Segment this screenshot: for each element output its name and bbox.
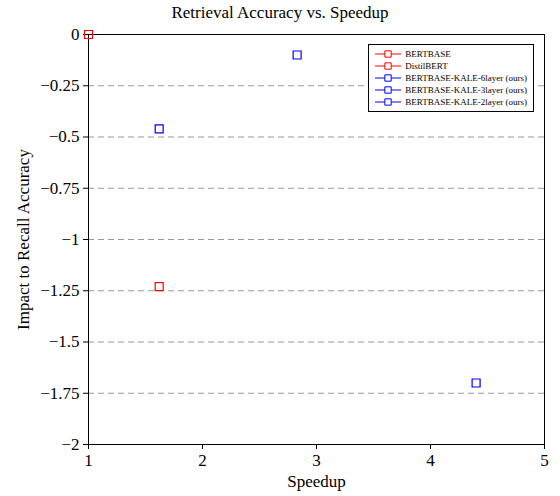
- svg-text:−1: −1: [61, 230, 79, 249]
- svg-text:3: 3: [312, 451, 321, 470]
- html-text:BERTBASE-KALE-3layer (ours): BERTBASE-KALE-3layer (ours): [405, 85, 527, 95]
- svg-text:4: 4: [426, 451, 435, 470]
- svg-text:1: 1: [84, 451, 93, 470]
- html-text:BERTBASE: BERTBASE: [405, 49, 451, 59]
- svg-text:−0.5: −0.5: [49, 127, 80, 146]
- html-text:DistilBERT: DistilBERT: [405, 61, 448, 71]
- svg-text:Speedup: Speedup: [287, 472, 346, 491]
- svg-text:2: 2: [198, 451, 207, 470]
- svg-text:Impact to Recall Accuracy: Impact to Recall Accuracy: [14, 149, 33, 330]
- svg-text:−0.25: −0.25: [40, 76, 79, 95]
- html-text:Retrieval Accuracy vs. Speedup: Retrieval Accuracy vs. Speedup: [171, 3, 389, 22]
- html-text:BERTBASE-KALE-6layer (ours): BERTBASE-KALE-6layer (ours): [405, 73, 527, 83]
- svg-text:−2: −2: [61, 435, 79, 454]
- svg-text:−1.25: −1.25: [40, 281, 79, 300]
- svg-text:−1.5: −1.5: [49, 332, 80, 351]
- svg-text:5: 5: [540, 451, 549, 470]
- svg-text:−1.75: −1.75: [40, 384, 79, 403]
- svg-text:0: 0: [71, 26, 80, 44]
- svg-text:−0.75: −0.75: [40, 179, 79, 198]
- html-text:BERTBASE-KALE-2layer (ours): BERTBASE-KALE-2layer (ours): [405, 97, 527, 107]
